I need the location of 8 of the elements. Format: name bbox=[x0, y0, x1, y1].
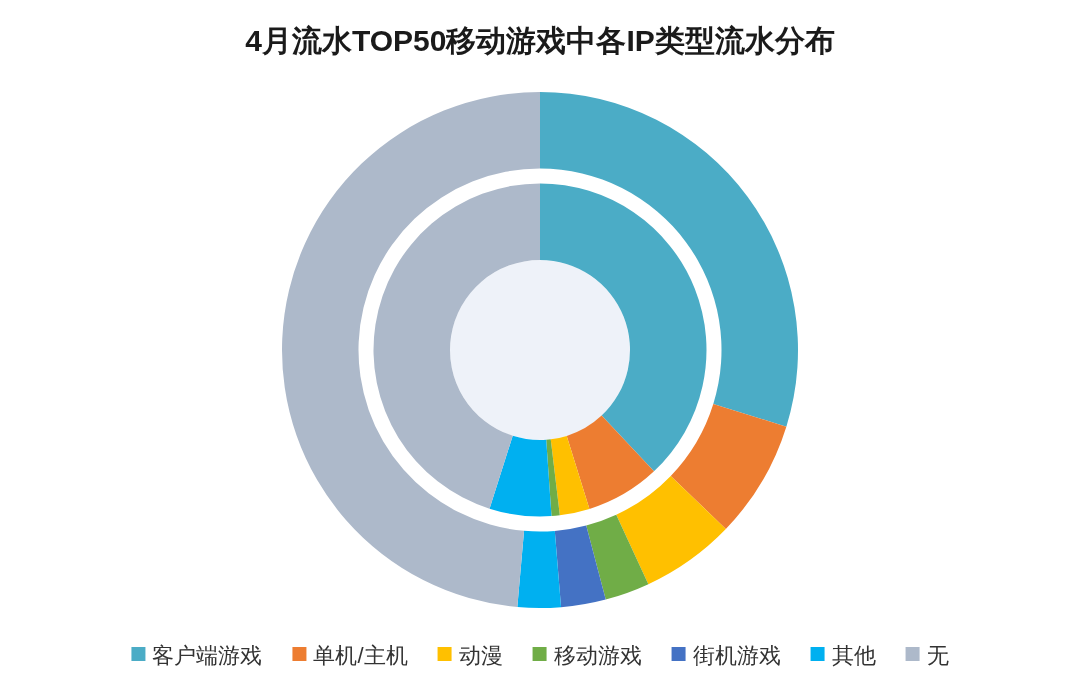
legend-label: 移动游戏 bbox=[553, 642, 642, 668]
legend-label: 街机游戏 bbox=[692, 642, 781, 668]
title: 4月流水TOP50移动游戏中各IP类型流水分布 bbox=[245, 24, 835, 57]
legend-label: 其他 bbox=[831, 642, 876, 668]
legend-label: 动漫 bbox=[458, 642, 503, 668]
legend-label: 无 bbox=[926, 642, 949, 668]
legend-label: 单机/主机 bbox=[313, 642, 408, 668]
legend-label: 客户端游戏 bbox=[152, 642, 263, 668]
